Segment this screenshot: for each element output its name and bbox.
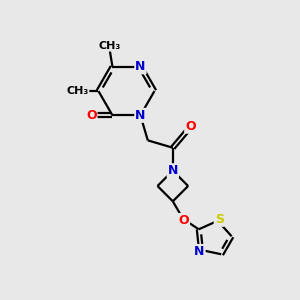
- Text: N: N: [135, 109, 146, 122]
- Text: S: S: [215, 213, 224, 226]
- Text: O: O: [178, 214, 189, 227]
- Text: N: N: [194, 245, 205, 258]
- Text: N: N: [168, 164, 178, 177]
- Text: O: O: [185, 120, 196, 133]
- Text: CH₃: CH₃: [98, 41, 121, 51]
- Text: O: O: [86, 109, 97, 122]
- Text: CH₃: CH₃: [66, 86, 88, 96]
- Text: N: N: [135, 60, 146, 74]
